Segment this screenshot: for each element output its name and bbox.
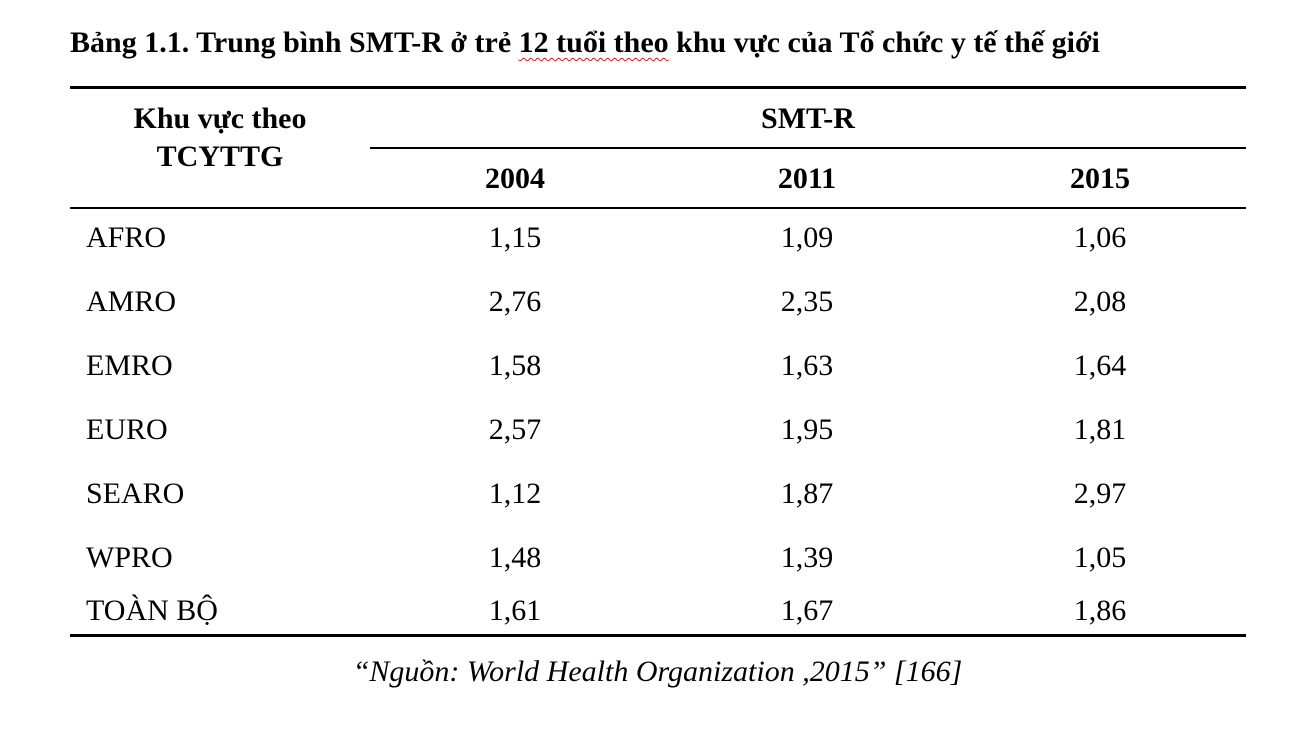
- row-value-2011: 1,87: [780, 477, 834, 510]
- row-region-label: EURO: [86, 413, 168, 446]
- row-region-label: TOÀN BỘ: [86, 594, 218, 627]
- table-row: EURO 2,57 1,95 1,81: [0, 410, 1301, 450]
- caption-prefix: Bảng 1.1. Trung bình SMT-R ở trẻ: [70, 26, 519, 59]
- row-value-2011: 2,35: [780, 285, 834, 318]
- row-region-label: EMRO: [86, 349, 173, 382]
- header-region-line1: Khu vực theo: [133, 102, 307, 135]
- table-row: EMRO 1,58 1,63 1,64: [0, 346, 1301, 386]
- row-value-2011: 1,39: [780, 541, 834, 574]
- row-value-2004: 1,48: [488, 541, 542, 574]
- row-value-2004: 2,57: [488, 413, 542, 446]
- row-value-2015: 1,06: [1073, 221, 1127, 254]
- table-row: WPRO 1,48 1,39 1,05: [0, 538, 1301, 578]
- table-row-total: TOÀN BỘ 1,61 1,67 1,86: [0, 591, 1301, 631]
- row-region-label: AFRO: [86, 221, 167, 254]
- row-value-2015: 1,81: [1073, 413, 1127, 446]
- header-region-column: Khu vực theo TCYTTG: [70, 100, 370, 176]
- table-row: AFRO 1,15 1,09 1,06: [0, 218, 1301, 258]
- row-region-label: AMRO: [86, 285, 177, 318]
- row-value-2015: 2,97: [1073, 477, 1127, 510]
- table-bottom-rule: [70, 634, 1246, 637]
- row-value-2004: 1,58: [488, 349, 542, 382]
- row-value-2004: 1,61: [488, 594, 542, 627]
- table-top-rule: [70, 86, 1246, 89]
- header-year-2004: 2004: [485, 162, 545, 195]
- header-smtr-group: SMT-R: [761, 102, 855, 135]
- row-value-2011: 1,09: [780, 221, 834, 254]
- row-value-2011: 1,67: [780, 594, 834, 627]
- row-value-2015: 1,86: [1073, 594, 1127, 627]
- table-caption: Bảng 1.1. Trung bình SMT-R ở trẻ 12 tuổi…: [70, 26, 1100, 60]
- row-value-2004: 2,76: [488, 285, 542, 318]
- header-year-2011: 2011: [777, 162, 837, 195]
- header-region-line2: TCYTTG: [156, 140, 284, 173]
- header-group-rule: [370, 147, 1246, 149]
- row-value-2011: 1,63: [780, 349, 834, 382]
- table-row: SEARO 1,12 1,87 2,97: [0, 474, 1301, 514]
- row-value-2004: 1,15: [488, 221, 542, 254]
- header-bottom-rule: [70, 207, 1246, 209]
- row-region-label: WPRO: [86, 541, 173, 574]
- row-value-2015: 2,08: [1073, 285, 1127, 318]
- table-row: AMRO 2,76 2,35 2,08: [0, 282, 1301, 322]
- table-source-note: “Nguồn: World Health Organization ,2015”…: [352, 655, 963, 688]
- row-value-2015: 1,64: [1073, 349, 1127, 382]
- header-year-2015: 2015: [1070, 162, 1130, 195]
- row-value-2004: 1,12: [488, 477, 542, 510]
- caption-spellcheck-flagged-text: 12 tuổi theo: [518, 26, 669, 59]
- row-value-2015: 1,05: [1073, 541, 1127, 574]
- row-region-label: SEARO: [86, 477, 185, 510]
- caption-suffix: khu vực của Tổ chức y tế thế giới: [668, 26, 1100, 59]
- row-value-2011: 1,95: [780, 413, 834, 446]
